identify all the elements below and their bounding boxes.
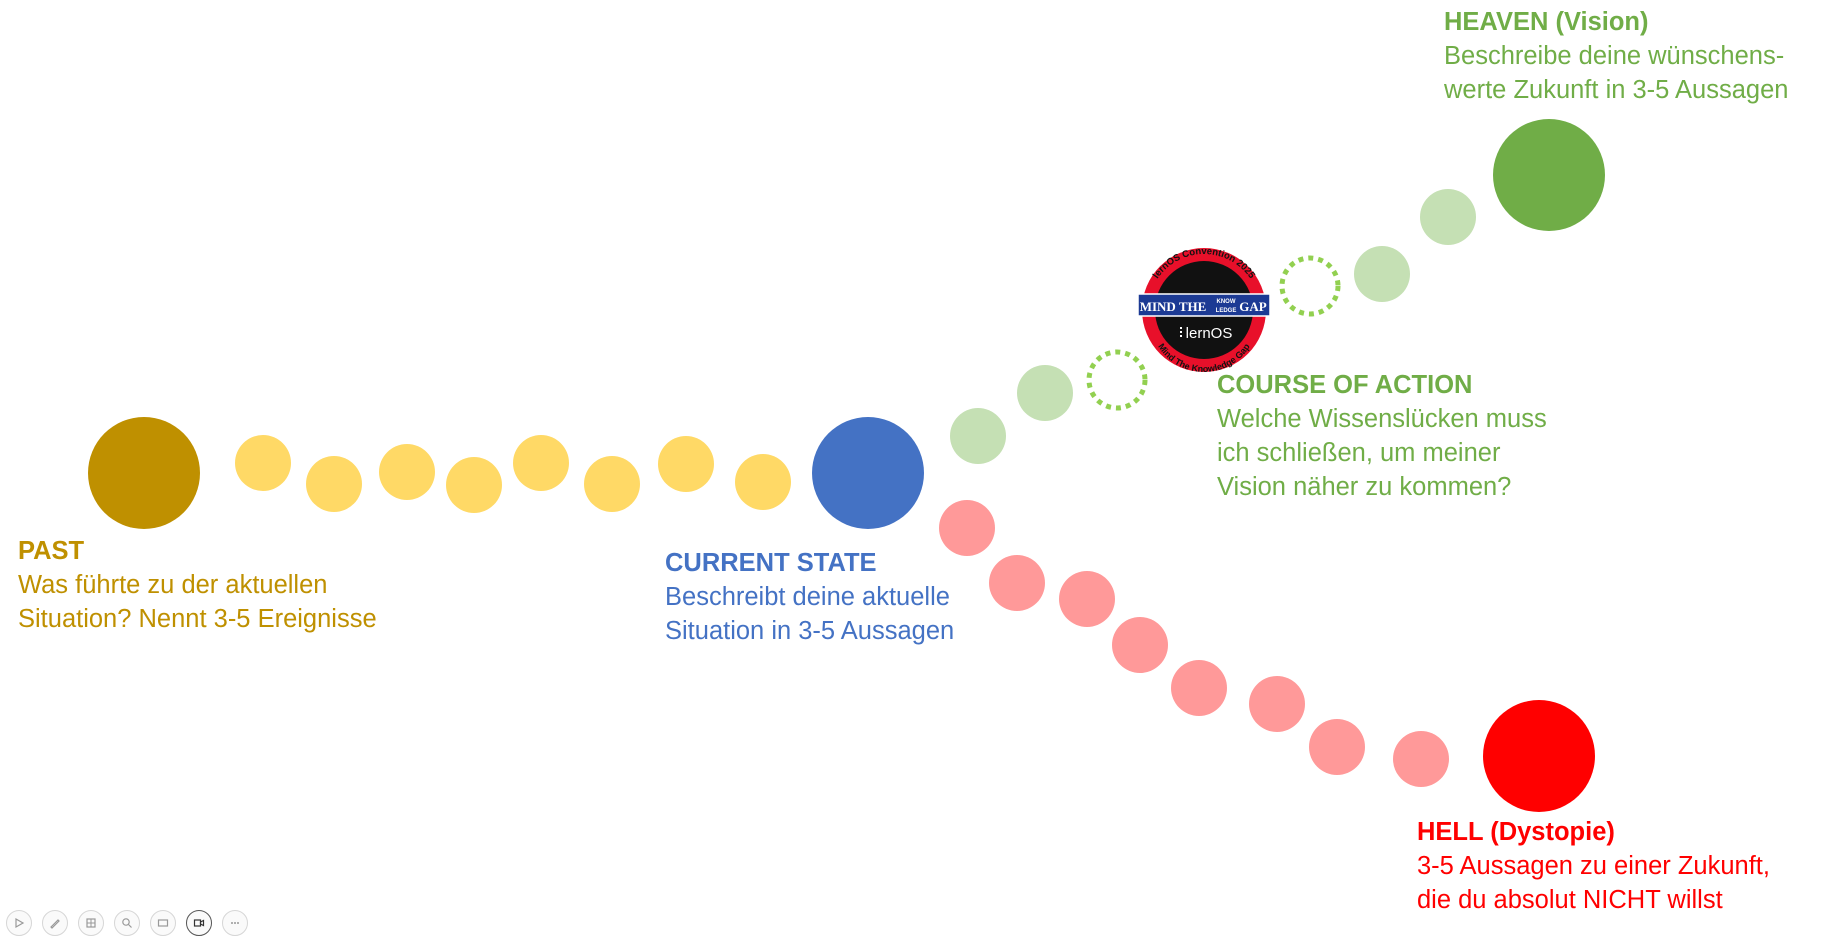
past-label: PAST Was führte zu der aktuellen Situati… [18, 534, 377, 636]
hell-dot [989, 555, 1045, 611]
grid-icon [86, 918, 96, 928]
presentation-toolbar [6, 910, 248, 938]
heaven-text-line: Beschreibe deine wünschens- [1444, 42, 1785, 70]
course-of-action-title: COURSE OF ACTION [1217, 371, 1473, 399]
zoom-icon [122, 918, 132, 928]
more-icon [231, 922, 239, 924]
past-dot [735, 454, 791, 510]
current-state-node [812, 417, 924, 529]
hell-node [1483, 700, 1595, 812]
pen-icon [50, 919, 60, 929]
badge-banner-right: GAP [1239, 299, 1267, 314]
hell-dot [1059, 571, 1115, 627]
pen-button[interactable] [42, 910, 68, 936]
past-dot [379, 444, 435, 500]
course-dot-dashed [1279, 255, 1341, 317]
heaven-text-line: werte Zukunft in 3-5 Aussagen [1444, 76, 1789, 104]
past-text-line: Situation? Nennt 3-5 Ereignisse [18, 605, 377, 633]
hell-dot [1249, 676, 1305, 732]
course-of-action-label: COURSE OF ACTION Welche Wissenslücken mu… [1217, 368, 1547, 504]
camera-button[interactable] [186, 910, 212, 936]
hell-dot [1171, 660, 1227, 716]
course-of-action-text-line: Vision näher zu kommen? [1217, 473, 1512, 501]
past-title: PAST [18, 537, 85, 565]
badge-logo-text: lernOS [1186, 325, 1233, 342]
course-of-action-text-line: ich schließen, um meiner [1217, 439, 1501, 467]
hell-text-line: 3-5 Aussagen zu einer Zukunft, [1417, 852, 1770, 880]
badge-banner-small-top: KNOW [1217, 299, 1236, 305]
current-state-title: CURRENT STATE [665, 549, 877, 577]
badge-banner-left: MIND THE [1140, 299, 1207, 314]
past-dot [658, 436, 714, 492]
hell-dot [939, 500, 995, 556]
badge-banner-small-bottom: LEDGE [1216, 308, 1237, 314]
more-button[interactable] [222, 910, 248, 936]
past-dot [584, 456, 640, 512]
current-state-text-line: Beschreibt deine aktuelle [665, 583, 950, 611]
past-path [88, 417, 791, 529]
course-of-action-text-line: Welche Wissenslücken muss [1217, 405, 1547, 433]
grid-button[interactable] [78, 910, 104, 936]
past-node [88, 417, 200, 529]
zoom-button[interactable] [114, 910, 140, 936]
course-dot [1354, 246, 1410, 302]
subtitles-button[interactable] [150, 910, 176, 936]
play-icon [15, 917, 25, 929]
play-button[interactable] [6, 910, 32, 936]
past-dot [235, 435, 291, 491]
hell-path [939, 500, 1595, 812]
camera-icon [193, 919, 205, 927]
hell-dot [1393, 731, 1449, 787]
hell-dot [1112, 617, 1168, 673]
past-dot [446, 457, 502, 513]
badge-banner [1137, 293, 1271, 317]
subtitles-icon [157, 919, 169, 927]
heaven-title: HEAVEN (Vision) [1444, 8, 1649, 36]
heaven-path [950, 119, 1605, 464]
course-dot-dashed [1086, 349, 1148, 411]
course-dot [1420, 189, 1476, 245]
heaven-label: HEAVEN (Vision) Beschreibe deine wünsche… [1444, 5, 1788, 107]
past-dot [513, 435, 569, 491]
hell-title: HELL (Dystopie) [1417, 818, 1615, 846]
badge-logo-dots-icon [1180, 327, 1182, 337]
course-dot [950, 408, 1006, 464]
current-state-text-line: Situation in 3-5 Aussagen [665, 617, 955, 645]
hell-label: HELL (Dystopie) 3-5 Aussagen zu einer Zu… [1417, 815, 1770, 917]
past-dot [306, 456, 362, 512]
hell-text-line: die du absolut NICHT willst [1417, 886, 1723, 914]
current-state-label: CURRENT STATE Beschreibt deine aktuelle … [665, 546, 954, 648]
past-text-line: Was führte zu der aktuellen [18, 571, 328, 599]
lernos-badge: lernOS Convention 2025 Mind The Knowledg… [1137, 246, 1271, 374]
heaven-node [1493, 119, 1605, 231]
course-dot [1017, 365, 1073, 421]
hell-dot [1309, 719, 1365, 775]
